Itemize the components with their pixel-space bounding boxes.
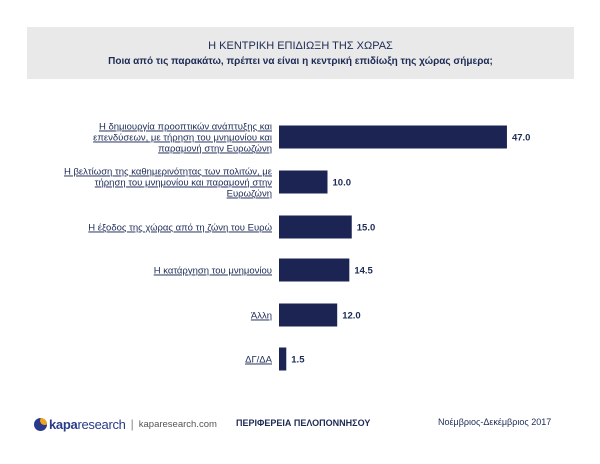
data-label: 47.0 [512,133,531,144]
data-label: 1.5 [291,355,305,366]
region-label: ΠΕΡΙΦΕΡΕΙΑ ΠΕΛΟΠΟΝΝΗΣΟΥ [236,418,371,428]
category-label: Η δημιουργία προοπτικών ανάπτυξης και [99,122,272,133]
bar [279,303,338,327]
brand-separator: | [130,417,134,431]
brand-url: kaparesearch.com [138,418,217,430]
category-label: Η βελτίωση της καθημερινότητας των πολιτ… [64,167,273,178]
bar [279,215,352,239]
chart-header: Η ΚΕΝΤΡΙΚΗ ΕΠΙΔΙΩΞΗ ΤΗΣ ΧΩΡΑΣ Ποια από τ… [27,27,574,79]
brand-name-kapa: kapa [49,416,78,432]
bar [279,170,328,194]
data-label: 12.0 [342,311,361,322]
category-label: Η κατάργηση του μνημονίου [154,266,272,277]
data-label: 14.5 [354,266,373,277]
brand-logo: kapa research | kaparesearch.com [34,415,217,433]
brand-name-research: research [77,416,126,432]
bar [279,258,350,282]
date-label: Νοέμβριος-Δεκέμβριος 2017 [438,417,552,427]
category-label: παραμονή στην Ευρωζώνη [158,144,272,155]
category-label: τήρηση του μνημονίου και παραμονή στην [95,178,273,189]
logo-mark-icon [34,417,47,431]
chart-subtitle: Ποια από τις παρακάτω, πρέπει να είναι η… [108,56,493,67]
category-label: Η έξοδος της χώρας από τη ζώνη του Ευρώ [88,223,272,234]
category-label: Άλλη [251,311,272,322]
data-label: 10.0 [333,178,352,189]
category-label: επενδύσεων, με τήρηση του μνημονίου και [93,133,272,144]
category-label: Ευρωζώνη [227,189,272,200]
bar [279,125,507,149]
bar [279,347,287,371]
chart-title: Η ΚΕΝΤΡΙΚΗ ΕΠΙΔΙΩΞΗ ΤΗΣ ΧΩΡΑΣ [208,40,393,52]
category-label: ΔΓ/ΔΑ [245,355,273,366]
data-label: 15.0 [357,223,376,234]
